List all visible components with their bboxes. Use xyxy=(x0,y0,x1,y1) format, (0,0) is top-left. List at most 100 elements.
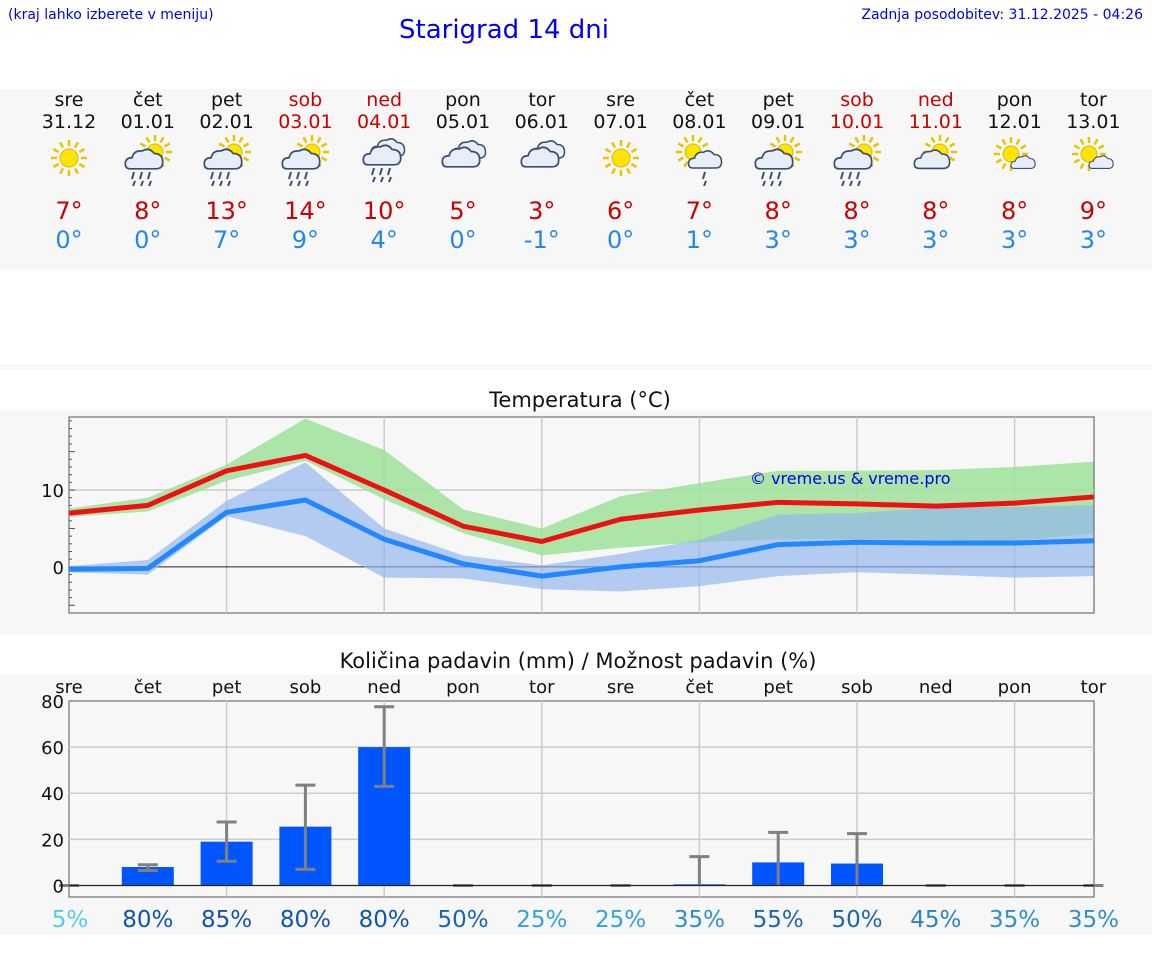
sun-cloud-icon xyxy=(910,134,962,186)
day-column: pon 05.01 5° 0° xyxy=(424,89,502,259)
sun-icon xyxy=(43,134,95,186)
day-name: pet xyxy=(762,89,794,111)
min-temperature: 0° xyxy=(606,226,635,254)
day-column: pet 02.01 13° 7° xyxy=(188,89,266,259)
y-tick-label: 10 xyxy=(41,481,64,502)
y-tick-label: 0 xyxy=(53,876,64,897)
max-temperature: 13° xyxy=(205,197,248,225)
day-column: sre 07.01 6° 0° xyxy=(582,89,660,259)
max-temperature: 8° xyxy=(1000,197,1029,225)
day-name: tor xyxy=(1079,89,1107,111)
max-temperature: 10° xyxy=(362,197,406,225)
day-date: 05.01 xyxy=(435,111,491,133)
day-label: ned xyxy=(919,677,953,698)
day-label: sre xyxy=(55,677,82,698)
precipitation-chance: 35% xyxy=(1068,907,1119,933)
min-temperature: 3° xyxy=(843,226,871,254)
day-column: tor 06.01 3° -1° xyxy=(503,89,581,259)
min-temperature: 0° xyxy=(55,226,83,254)
day-name: čet xyxy=(684,89,715,111)
day-label: tor xyxy=(529,677,555,698)
y-tick-label: 60 xyxy=(41,738,64,759)
menu-hint: (kraj lahko izberete v meniju) xyxy=(8,7,214,23)
day-column: ned 04.01 10° 4° xyxy=(345,89,423,259)
sun-small-cloud-icon xyxy=(1067,134,1119,186)
day-name: pon xyxy=(996,89,1033,111)
max-temperature: 8° xyxy=(922,197,950,225)
max-temperature-line xyxy=(68,452,1094,545)
y-tick-label: 80 xyxy=(41,692,64,713)
divider xyxy=(0,364,1152,370)
precipitation-bar xyxy=(121,867,174,886)
cloud-icon xyxy=(516,134,568,186)
precipitation-chance: 55% xyxy=(753,907,804,933)
day-date: 09.01 xyxy=(750,111,806,133)
max-temperature: 9° xyxy=(1079,197,1108,225)
copyright-watermark: © vreme.us & vreme.pro xyxy=(750,469,951,488)
day-label: pon xyxy=(998,677,1032,698)
sun-small-cloud-icon xyxy=(989,134,1041,186)
max-temperature: 7° xyxy=(55,197,83,225)
min-temperature: 3° xyxy=(764,226,792,254)
sun-cloud-rain-icon xyxy=(279,134,331,187)
sun-cloud-rain-icon xyxy=(752,134,804,187)
max-temperature: 8° xyxy=(134,197,162,225)
sun-cloud-rain-icon xyxy=(831,134,883,187)
sun-icon xyxy=(595,134,647,186)
day-name: pon xyxy=(445,89,481,111)
min-temperature: 3° xyxy=(1079,226,1108,254)
day-date: 02.01 xyxy=(199,111,254,133)
day-column: tor 13.01 9° 3° xyxy=(1054,89,1132,259)
day-name: sre xyxy=(606,89,636,111)
day-label: sob xyxy=(841,677,873,698)
day-date: 10.01 xyxy=(829,111,885,133)
max-temperature: 7° xyxy=(685,197,714,225)
min-temperature: 3° xyxy=(922,226,950,254)
day-name: sob xyxy=(288,89,323,111)
y-tick-label: 0 xyxy=(53,558,64,579)
day-name: čet xyxy=(133,89,163,111)
day-date: 04.01 xyxy=(356,111,412,133)
min-temperature: 9° xyxy=(291,226,320,254)
max-temperature: 8° xyxy=(843,197,871,225)
sun-cloud-rain-icon xyxy=(201,134,253,187)
daily-forecast-panel: sre 31.12 7° 0° čet 01.01 8° 0° pet 02.01 13° 7° s… xyxy=(0,89,1152,270)
min-temperature-line xyxy=(68,497,1094,579)
day-column: čet 01.01 8° 0° xyxy=(109,89,187,259)
day-date: 08.01 xyxy=(672,111,727,133)
day-column: čet 08.01 7° 1° xyxy=(660,89,738,259)
day-date: 12.01 xyxy=(987,111,1042,133)
page-title: Starigrad 14 dni xyxy=(399,15,609,45)
min-temperature: 4° xyxy=(370,226,398,254)
precipitation-chance: 25% xyxy=(595,907,646,933)
day-name: pet xyxy=(210,89,243,111)
precipitation-chart-title: Količina padavin (mm) / Možnost padavin … xyxy=(340,649,817,673)
min-range-band xyxy=(69,462,1094,592)
temperature-chart: Temperatura (°C) 0 10 © vreme.us & vreme.… xyxy=(41,388,1095,614)
precipitation-chance: 50% xyxy=(437,907,488,933)
max-temperature: 8° xyxy=(764,197,792,225)
temperature-chart-title: Temperatura (°C) xyxy=(488,388,671,412)
day-date: 31.12 xyxy=(41,111,97,133)
precipitation-chance: 35% xyxy=(989,907,1040,933)
day-column: sob 03.01 14° 9° xyxy=(266,89,344,259)
min-temperature: 7° xyxy=(212,226,241,254)
day-column: pet 09.01 8° 3° xyxy=(739,89,817,259)
day-label: pet xyxy=(763,677,793,698)
sun-cloud-rain-icon xyxy=(122,134,174,187)
day-date: 06.01 xyxy=(514,111,569,133)
day-date: 01.01 xyxy=(120,111,175,133)
day-date: 07.01 xyxy=(593,111,648,133)
precipitation-chart: Količina padavin (mm) / Možnost padavin … xyxy=(41,649,1119,933)
precipitation-chance: 5% xyxy=(52,907,89,933)
day-label: ned xyxy=(367,677,401,698)
max-temperature: 5° xyxy=(449,197,477,225)
day-column: pon 12.01 8° 3° xyxy=(976,89,1054,259)
day-name: sob xyxy=(840,89,874,111)
min-temperature: -1° xyxy=(523,226,560,254)
day-column: sob 10.01 8° 3° xyxy=(818,89,896,259)
y-tick-label: 20 xyxy=(41,830,64,851)
day-name: sre xyxy=(54,89,84,111)
min-temperature: 0° xyxy=(449,226,477,254)
day-date: 03.01 xyxy=(278,111,333,133)
